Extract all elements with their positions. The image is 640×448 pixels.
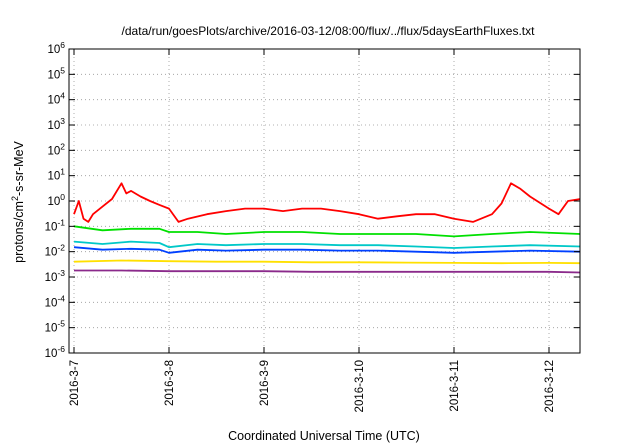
y-tick-label: 10-3	[45, 268, 66, 284]
series-line-6	[74, 269, 581, 274]
y-tick-labels: 10-610-510-410-310-210-11001011021031041…	[45, 40, 66, 360]
y-tick-base: 10	[45, 297, 58, 309]
y-tick-label: 10-2	[45, 243, 66, 259]
plot-frame	[68, 48, 581, 354]
y-tick-label: 102	[47, 141, 65, 157]
y-tick-label: 104	[47, 91, 65, 107]
y-tick-label: 10-5	[45, 319, 66, 335]
y-tick-label: 106	[47, 40, 65, 56]
y-tick-exponent: -2	[57, 243, 65, 253]
y-tick-exponent: -5	[57, 319, 65, 329]
y-tick-exponent: 2	[60, 141, 65, 151]
y-tick-base: 10	[47, 171, 60, 183]
y-tick-exponent: 5	[60, 65, 65, 75]
y-tick-base: 10	[45, 348, 58, 360]
y-tick-label: 10-1	[45, 217, 66, 233]
y-axis-label: protons/cm2-s-sr-MeV	[10, 140, 26, 262]
y-tick-label: 103	[47, 116, 65, 132]
y-tick-exponent: -6	[57, 344, 65, 354]
y-tick-label: 10-4	[45, 293, 66, 309]
y-tick-exponent: 4	[60, 91, 65, 101]
x-tick-label: 2016-3-9	[259, 360, 271, 406]
series-line-2	[73, 225, 581, 238]
y-tick-base: 10	[45, 323, 58, 335]
y-axis-label-main: protons/cm	[12, 201, 26, 263]
y-tick-base: 10	[45, 272, 58, 284]
y-tick-exponent: -3	[57, 268, 65, 278]
y-tick-base: 10	[47, 196, 60, 208]
x-tick-label: 2016-3-10	[354, 360, 366, 412]
y-tick-base: 10	[47, 44, 60, 56]
y-axis-label-units: -s-sr-MeV	[12, 140, 26, 196]
y-tick-exponent: 1	[60, 167, 65, 177]
x-tick-label: 2016-3-11	[449, 360, 461, 412]
y-axis-label-sup: 2	[10, 196, 20, 201]
x-tick-label: 2016-3-7	[69, 360, 81, 406]
y-tick-label: 101	[47, 167, 65, 183]
series-group	[73, 182, 581, 274]
series-line-1	[73, 182, 581, 223]
y-tick-base: 10	[45, 247, 58, 259]
y-tick-base: 10	[47, 69, 60, 81]
series-line-4	[73, 246, 581, 254]
y-tick-exponent: 3	[60, 116, 65, 126]
series-line-3	[73, 240, 581, 249]
y-tick-base: 10	[45, 221, 58, 233]
chart-title: /data/run/goesPlots/archive/2016-03-12/0…	[122, 24, 536, 38]
y-tick-base: 10	[47, 95, 60, 107]
x-tick-label: 2016-3-8	[164, 360, 176, 406]
x-axis-label: Coordinated Universal Time (UTC)	[228, 429, 420, 443]
series-line-5	[73, 259, 581, 265]
y-tick-exponent: -1	[57, 217, 65, 227]
y-tick-exponent: -4	[57, 293, 65, 303]
y-tick-exponent: 6	[60, 40, 65, 50]
x-tick-label: 2016-3-12	[544, 360, 556, 412]
y-tick-exponent: 0	[60, 192, 65, 202]
x-tick-labels: 2016-3-7 2016-3-8 2016-3-9 2016-3-10 2016-3-…	[69, 360, 556, 412]
y-tick-label: 100	[47, 192, 65, 208]
y-tick-label: 105	[47, 65, 65, 81]
y-tick-base: 10	[47, 120, 60, 132]
y-tick-label: 10-6	[45, 344, 66, 360]
y-tick-base: 10	[47, 145, 60, 157]
